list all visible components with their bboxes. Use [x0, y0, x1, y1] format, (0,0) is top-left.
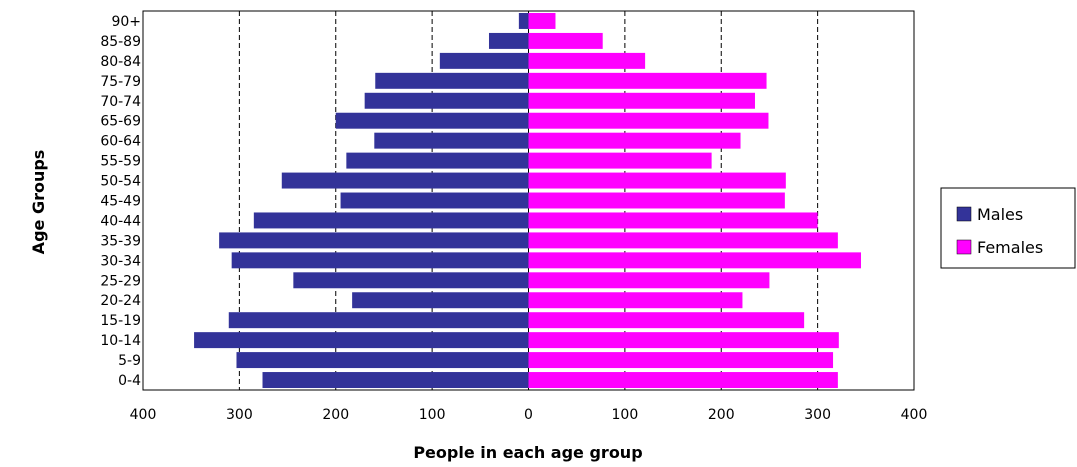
- x-tick-label: 300: [226, 407, 253, 423]
- y-tick-label: 15-19: [100, 313, 141, 329]
- x-tick-label: 400: [130, 407, 157, 423]
- bar-males-35-39: [219, 232, 529, 249]
- x-tick-label: 200: [708, 407, 735, 423]
- y-tick-label: 70-74: [100, 94, 141, 110]
- bar-males-0-4: [262, 372, 529, 389]
- y-tick-label: 85-89: [100, 34, 141, 50]
- bar-males-45-49: [340, 192, 529, 209]
- bar-males-50-54: [281, 172, 529, 189]
- y-tick-label: 90+: [111, 14, 141, 30]
- bar-males-5-9: [236, 352, 529, 369]
- bar-females-90+: [528, 12, 556, 29]
- bar-females-35-39: [528, 232, 838, 249]
- bar-males-85-89: [488, 32, 529, 49]
- y-tick-label: 5-9: [118, 353, 141, 369]
- bar-males-90+: [518, 12, 529, 29]
- bar-females-5-9: [528, 352, 834, 369]
- y-tick-label: 55-59: [100, 154, 141, 170]
- bar-females-50-54: [528, 172, 786, 189]
- bar-females-45-49: [528, 192, 785, 209]
- bar-females-70-74: [528, 92, 755, 109]
- y-tick-label: 30-34: [100, 253, 141, 269]
- x-tick-label: 200: [322, 407, 349, 423]
- y-axis-title: Age Groups: [29, 150, 48, 255]
- y-tick-labels: 0-4 5-9 10-14 15-19 20-24 25-29 30-34 35-39 40-4…: [100, 14, 141, 389]
- x-axis-title: People in each age group: [413, 443, 642, 462]
- plot-area-frame: [142, 10, 915, 391]
- bar-males-70-74: [364, 92, 529, 109]
- y-tick-label: 35-39: [100, 233, 141, 249]
- y-tick-label: 20-24: [100, 293, 141, 309]
- bar-males-10-14: [194, 332, 529, 349]
- y-tick-label: 80-84: [100, 54, 141, 70]
- bar-males-75-79: [375, 72, 529, 89]
- legend-label-males: Males: [977, 205, 1023, 224]
- y-tick-label: 50-54: [100, 174, 141, 190]
- bar-females-25-29: [528, 272, 770, 289]
- y-tick-label: 40-44: [100, 213, 141, 229]
- bar-females-30-34: [528, 252, 861, 269]
- bar-females-40-44: [528, 212, 818, 229]
- bar-males-60-64: [374, 132, 529, 149]
- y-tick-label: 65-69: [100, 114, 141, 130]
- x-tick-label: 0: [524, 407, 533, 423]
- bar-females-75-79: [528, 72, 767, 89]
- x-tick-label: 300: [804, 407, 831, 423]
- bar-females-15-19: [528, 312, 805, 329]
- bar-females-0-4: [528, 372, 838, 389]
- bar-males-65-69: [335, 112, 529, 129]
- bar-males-80-84: [439, 52, 529, 69]
- x-tick-label: 100: [612, 407, 639, 423]
- bar-females-85-89: [528, 32, 603, 49]
- legend: Males Females: [940, 187, 1076, 269]
- bar-females-10-14: [528, 332, 839, 349]
- bar-females-80-84: [528, 52, 646, 69]
- x-tick-labels: 400 300 200 100 0 100 200 300 400: [130, 407, 928, 423]
- x-tick-label: 400: [901, 407, 928, 423]
- bar-males-55-59: [346, 152, 529, 169]
- y-tick-label: 25-29: [100, 273, 141, 289]
- x-tick-label: 100: [419, 407, 446, 423]
- bar-females-20-24: [528, 292, 743, 309]
- legend-swatch-males: [956, 206, 972, 222]
- legend-frame: [940, 187, 1076, 269]
- bar-females-65-69: [528, 112, 769, 129]
- bar-males-20-24: [352, 292, 529, 309]
- y-tick-label: 75-79: [100, 74, 141, 90]
- y-tick-label: 60-64: [100, 134, 141, 150]
- bars: [194, 12, 861, 389]
- legend-label-females: Females: [977, 238, 1043, 257]
- bar-females-60-64: [528, 132, 741, 149]
- legend-swatch-females: [956, 239, 972, 255]
- bar-males-15-19: [228, 312, 529, 329]
- y-tick-label: 10-14: [100, 333, 141, 349]
- y-tick-label: 45-49: [100, 194, 141, 210]
- bar-males-40-44: [253, 212, 529, 229]
- y-tick-label: 0-4: [118, 373, 141, 389]
- bar-females-55-59: [528, 152, 712, 169]
- bar-males-25-29: [293, 272, 529, 289]
- bar-males-30-34: [231, 252, 529, 269]
